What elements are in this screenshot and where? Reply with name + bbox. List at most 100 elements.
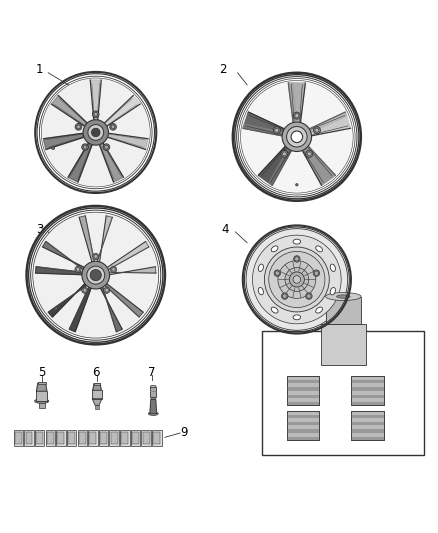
Polygon shape [99,143,124,182]
Circle shape [88,125,104,140]
Polygon shape [243,112,284,136]
Text: 2: 2 [219,63,227,76]
Bar [286,376,319,405]
Polygon shape [288,83,305,122]
Circle shape [285,268,309,292]
Polygon shape [150,399,157,414]
Bar [286,422,319,425]
Circle shape [111,125,115,128]
Circle shape [52,147,55,149]
Ellipse shape [316,307,322,313]
Circle shape [282,293,288,300]
Bar [94,383,100,385]
Bar [286,429,319,432]
Bar [57,432,64,444]
Circle shape [105,146,108,149]
Bar [153,432,160,444]
Circle shape [92,128,100,136]
Ellipse shape [148,412,158,415]
Polygon shape [92,399,102,405]
Bar [38,382,46,384]
Circle shape [94,112,98,116]
Polygon shape [108,133,148,149]
Circle shape [240,80,353,193]
Bar [351,387,384,391]
Circle shape [92,111,99,118]
Circle shape [94,255,98,258]
Bar [89,432,96,444]
Circle shape [275,128,279,132]
Bar [351,410,384,440]
Circle shape [253,235,341,324]
Text: 9: 9 [180,426,188,440]
Polygon shape [93,384,101,390]
Circle shape [269,252,325,308]
Ellipse shape [150,385,156,387]
Circle shape [291,131,303,142]
Circle shape [293,276,300,283]
Circle shape [283,294,287,298]
Bar [286,437,319,440]
Circle shape [83,120,109,145]
Bar [286,410,319,440]
Circle shape [286,126,307,147]
Circle shape [281,150,288,157]
Text: 6: 6 [92,366,99,379]
Bar [78,430,87,446]
Bar [15,432,22,444]
Text: 3: 3 [36,223,43,236]
Bar [67,430,76,446]
Ellipse shape [293,239,300,244]
Polygon shape [43,133,83,149]
Bar [351,429,384,432]
Circle shape [307,294,311,298]
Circle shape [295,114,299,118]
Circle shape [93,253,99,260]
Circle shape [306,150,313,157]
Circle shape [295,257,299,261]
Circle shape [83,146,87,149]
Bar [321,324,366,365]
Polygon shape [243,124,282,136]
Bar [141,430,151,446]
Polygon shape [105,95,140,126]
Circle shape [104,287,110,293]
Ellipse shape [35,399,49,403]
Ellipse shape [271,246,278,252]
Circle shape [103,144,110,150]
Polygon shape [310,112,350,136]
Circle shape [293,112,300,119]
Bar [150,386,156,397]
Ellipse shape [293,315,300,320]
Polygon shape [288,83,297,122]
Circle shape [81,287,88,293]
Circle shape [283,152,286,156]
Circle shape [289,272,304,287]
Bar [120,430,130,446]
Bar [39,401,45,408]
Circle shape [273,127,280,134]
Circle shape [77,125,80,128]
Bar [286,380,319,383]
Bar [351,437,384,440]
Circle shape [82,144,88,150]
Polygon shape [105,284,143,317]
Text: 7: 7 [148,366,156,379]
Bar [47,432,54,444]
Circle shape [82,261,110,289]
Polygon shape [48,284,86,317]
Bar [351,395,384,398]
Bar [351,422,384,425]
Bar [286,395,319,398]
Bar [262,332,424,455]
Bar [351,380,384,383]
Ellipse shape [258,287,263,295]
Circle shape [41,78,150,187]
Circle shape [76,268,80,271]
Polygon shape [303,147,336,185]
Circle shape [293,256,300,262]
Ellipse shape [316,246,322,252]
Circle shape [83,288,86,292]
Circle shape [278,261,316,298]
Text: 8: 8 [295,375,303,387]
